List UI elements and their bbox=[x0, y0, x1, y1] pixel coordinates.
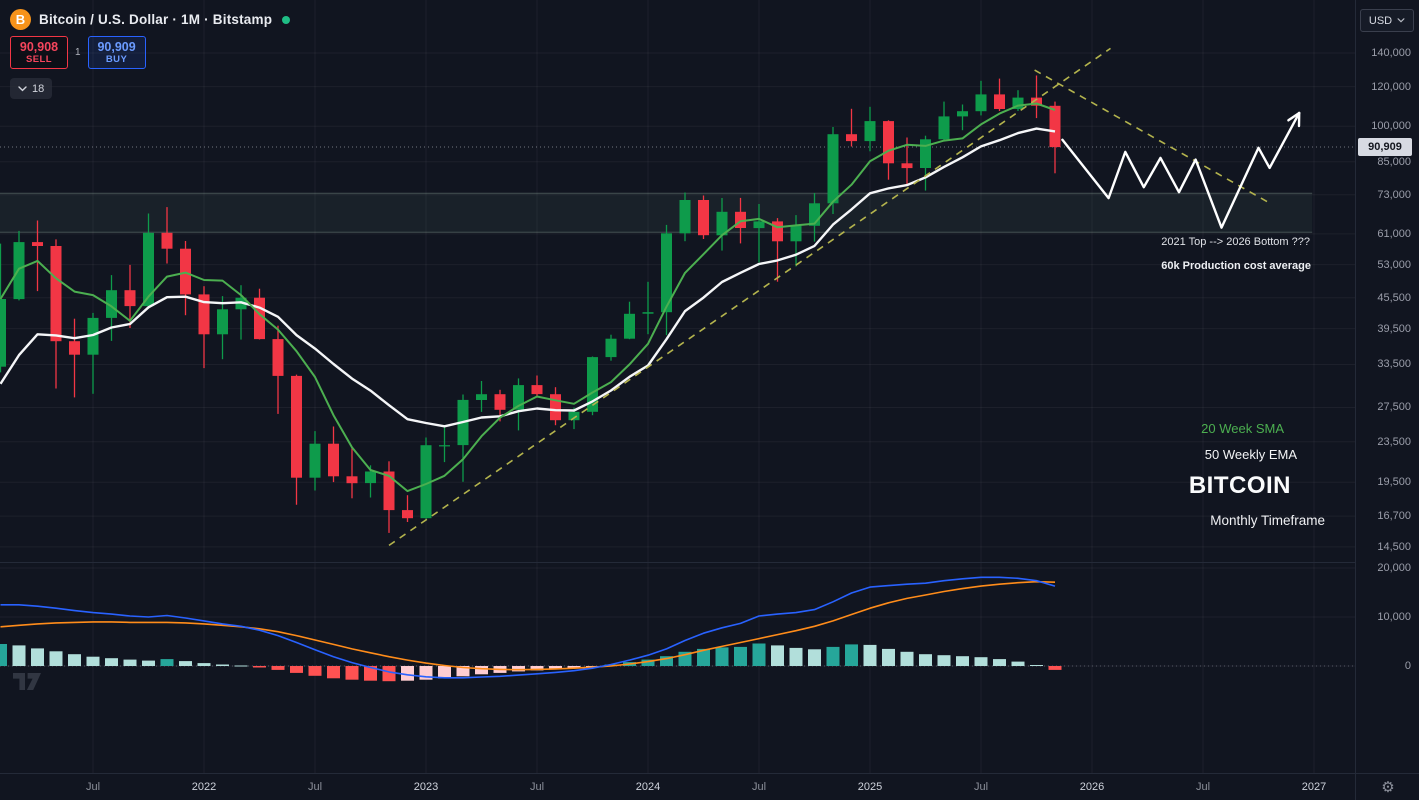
annotation-symbol-watermark[interactable]: BITCOIN bbox=[1188, 472, 1291, 499]
time-axis-label: 2023 bbox=[413, 781, 439, 793]
time-axis-label: Jul bbox=[973, 781, 989, 793]
annotation-ema-label[interactable]: 50 Weekly EMA bbox=[1204, 447, 1297, 462]
indicators-count: 18 bbox=[32, 82, 45, 95]
price-axis[interactable]: USD 90,909 140,000 120,000 100,000 85,000 73… bbox=[1355, 0, 1419, 773]
time-axis-label: Jul bbox=[1195, 781, 1211, 793]
price-axis-label: 39,500 bbox=[1377, 323, 1411, 335]
axis-settings-gear-icon[interactable]: ⚙ bbox=[1381, 779, 1395, 796]
chevron-down-icon bbox=[1397, 18, 1405, 23]
buy-price: 90,909 bbox=[97, 40, 136, 54]
buy-button[interactable]: 90,909 BUY bbox=[87, 36, 146, 69]
time-axis-label: 2022 bbox=[191, 781, 217, 793]
time-axis-label: Jul bbox=[85, 781, 101, 793]
price-axis-label: 20,000 bbox=[1377, 562, 1411, 574]
buy-sell-widget: 90,908 SELL 1 90,909 BUY bbox=[10, 36, 146, 69]
price-axis-label: 16,700 bbox=[1377, 510, 1411, 522]
price-axis-label: 140,000 bbox=[1371, 47, 1411, 59]
bitcoin-logo-icon: B bbox=[10, 9, 31, 30]
annotation-top-bottom-note[interactable]: 2021 Top --> 2026 Bottom ??? bbox=[1161, 236, 1310, 248]
price-axis-label: 19,500 bbox=[1377, 476, 1411, 488]
chevron-down-icon bbox=[18, 85, 27, 91]
symbol-header: B Bitcoin / U.S. Dollar · 1M · Bitstamp bbox=[10, 9, 291, 30]
time-axis-label: 2024 bbox=[635, 781, 661, 793]
indicators-toggle[interactable]: 18 bbox=[10, 78, 53, 99]
currency-selector[interactable]: USD bbox=[1360, 9, 1414, 32]
price-axis-label: 10,000 bbox=[1377, 611, 1411, 623]
sell-button[interactable]: 90,908 SELL bbox=[10, 36, 68, 69]
time-axis-label: 2025 bbox=[857, 781, 883, 793]
currency-value: USD bbox=[1368, 14, 1393, 27]
annotation-production-cost-note[interactable]: 60k Production cost average bbox=[1161, 260, 1311, 272]
price-axis-label: 27,500 bbox=[1377, 401, 1411, 413]
time-axis[interactable]: Jul 2022 Jul 2023 Jul 2024 Jul 2025 Jul 2026 Jul 20… bbox=[0, 773, 1355, 800]
price-axis-label: 0 bbox=[1404, 660, 1411, 672]
time-axis-label: 2026 bbox=[1079, 781, 1105, 793]
price-axis-label: 14,500 bbox=[1377, 541, 1411, 553]
buy-label: BUY bbox=[105, 54, 128, 65]
sell-price: 90,908 bbox=[19, 40, 59, 54]
price-axis-label: 45,500 bbox=[1377, 292, 1411, 304]
price-axis-label: 100,000 bbox=[1371, 120, 1411, 132]
annotation-timeframe-watermark[interactable]: Monthly Timeframe bbox=[1210, 513, 1325, 528]
price-axis-label: 33,500 bbox=[1377, 358, 1411, 370]
time-axis-label: Jul bbox=[751, 781, 767, 793]
price-axis-label: 61,000 bbox=[1377, 228, 1411, 240]
last-price-tag: 90,909 bbox=[1358, 138, 1412, 156]
symbol-title[interactable]: Bitcoin / U.S. Dollar · 1M · Bitstamp bbox=[39, 12, 273, 27]
annotation-sma-label[interactable]: 20 Week SMA bbox=[1201, 421, 1284, 436]
price-chart-canvas[interactable] bbox=[0, 0, 1355, 773]
price-axis-label: 85,000 bbox=[1377, 156, 1411, 168]
price-axis-label: 53,000 bbox=[1377, 259, 1411, 271]
price-axis-label: 23,500 bbox=[1377, 436, 1411, 448]
price-axis-label: 73,000 bbox=[1377, 189, 1411, 201]
time-axis-label: Jul bbox=[529, 781, 545, 793]
spread-value: 1 bbox=[75, 47, 81, 58]
time-axis-label: 2027 bbox=[1301, 781, 1327, 793]
sell-label: SELL bbox=[26, 54, 52, 65]
tradingview-logo-icon bbox=[13, 673, 41, 690]
market-status-dot bbox=[282, 15, 291, 24]
time-axis-label: Jul bbox=[307, 781, 323, 793]
tradingview-logo[interactable] bbox=[13, 672, 42, 696]
price-axis-label: 120,000 bbox=[1371, 81, 1411, 93]
axis-corner: ⚙ bbox=[1355, 773, 1419, 800]
